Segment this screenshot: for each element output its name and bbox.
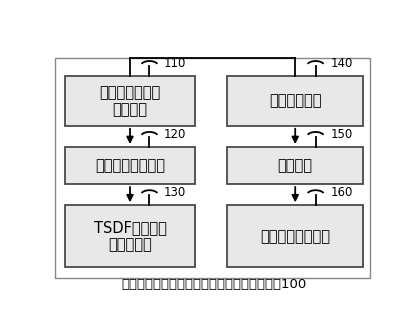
Bar (65, 205, 195, 267)
Text: 150: 150 (330, 128, 352, 141)
Bar (65, 147, 195, 184)
Text: 渲染模块: 渲染模块 (278, 158, 313, 173)
Text: 基于生成式人工智能的实时图像渲染生成系统100: 基于生成式人工智能的实时图像渲染生成系统100 (122, 278, 307, 291)
Bar (227, 76, 363, 126)
Text: 140: 140 (330, 57, 352, 70)
Bar (227, 205, 363, 267)
Text: 交点计算模块: 交点计算模块 (269, 93, 321, 109)
Bar (65, 76, 195, 126)
Text: 160: 160 (330, 186, 352, 199)
Text: TSDF场隐式面
预生成模块: TSDF场隐式面 预生成模块 (94, 220, 166, 253)
Bar (227, 147, 363, 184)
Text: 渲染结果显示模块: 渲染结果显示模块 (260, 229, 330, 244)
Text: 110: 110 (164, 57, 186, 70)
Text: 130: 130 (164, 186, 186, 199)
Text: 120: 120 (164, 128, 186, 141)
Text: 射线集合生成模块: 射线集合生成模块 (95, 158, 165, 173)
Text: 待渲染图像参数
获取模块: 待渲染图像参数 获取模块 (99, 85, 161, 117)
Bar (56, 59, 370, 278)
